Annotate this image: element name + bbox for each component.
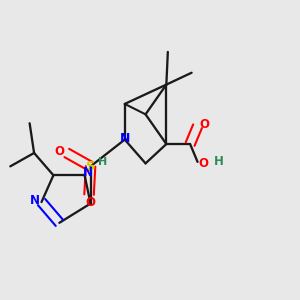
Text: N: N bbox=[30, 194, 40, 207]
Text: O: O bbox=[199, 157, 208, 170]
Text: S: S bbox=[86, 160, 95, 173]
Text: H: H bbox=[213, 155, 223, 168]
Text: O: O bbox=[199, 118, 209, 131]
Text: O: O bbox=[85, 196, 96, 208]
Text: O: O bbox=[54, 145, 64, 158]
Text: N: N bbox=[82, 167, 93, 179]
Text: N: N bbox=[119, 132, 130, 145]
Text: H: H bbox=[98, 157, 107, 167]
